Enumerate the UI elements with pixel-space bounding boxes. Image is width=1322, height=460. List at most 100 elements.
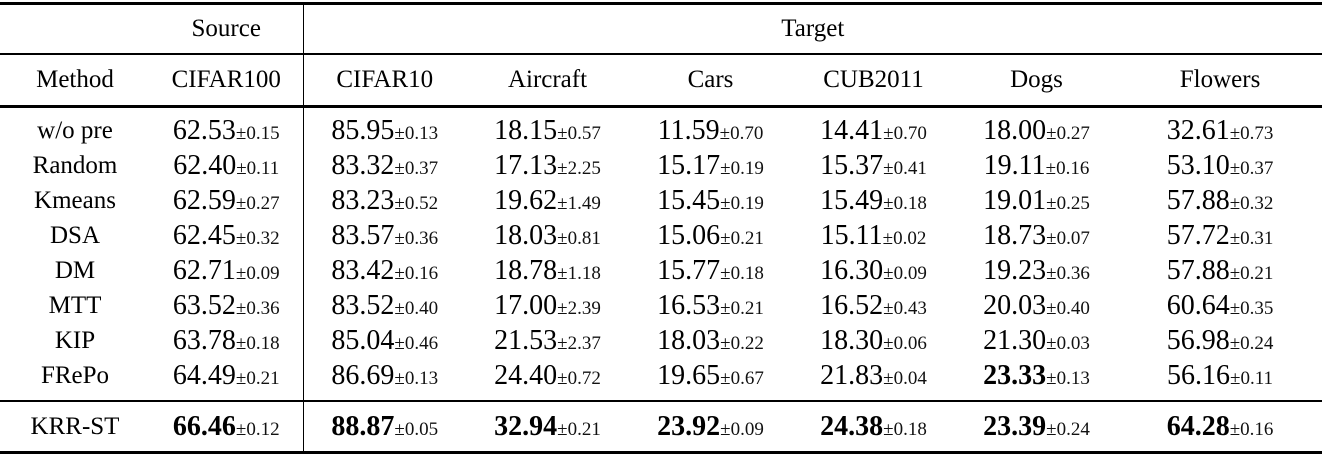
score-error: ±0.18	[235, 332, 280, 354]
method-label: w/o pre	[37, 116, 113, 144]
score-value: 86.69	[331, 359, 395, 391]
score-cell: 63.52±0.36	[150, 288, 304, 323]
score-cell: 85.04±0.46	[303, 323, 466, 358]
score-error: ±0.03	[1046, 332, 1090, 354]
score-error: ±0.73	[1229, 122, 1274, 144]
method-label: Random	[32, 151, 118, 179]
score-value: 19.01	[983, 184, 1047, 216]
score-value: 64.49	[172, 359, 236, 391]
score-cell: 21.30±0.03	[955, 323, 1118, 358]
method-label: Kmeans	[34, 186, 116, 214]
score-error: ±0.21	[1229, 262, 1274, 284]
score-error: ±0.22	[720, 332, 764, 354]
score-value: 64.28	[1166, 410, 1230, 442]
score-cell: 21.83±0.04	[792, 358, 955, 402]
score-error: ±2.37	[557, 332, 601, 354]
score-value: 66.46	[172, 410, 236, 442]
score-value: 57.88	[1166, 254, 1230, 286]
col-header-cars: Cars	[629, 54, 792, 108]
row-frepo: FRePo 64.49±0.21 86.69±0.13 24.40±0.72 1…	[0, 358, 1322, 402]
score-cell: 14.41±0.70	[792, 107, 955, 149]
row-random: Random 62.40±0.11 83.32±0.37 17.13±2.25 …	[0, 148, 1322, 183]
score-error: ±0.19	[720, 192, 764, 214]
score-value: 24.38	[820, 410, 884, 442]
score-value: 19.11	[983, 149, 1046, 181]
score-cell: 62.45±0.32	[150, 218, 304, 253]
score-value: 16.30	[820, 254, 884, 286]
score-error: ±2.25	[557, 157, 601, 179]
score-value: 63.52	[172, 289, 236, 321]
score-value: 20.03	[983, 289, 1047, 321]
score-error: ±0.27	[1046, 122, 1090, 144]
score-error: ±0.46	[394, 332, 439, 354]
score-value: 21.30	[983, 324, 1047, 356]
score-error: ±0.37	[394, 157, 439, 179]
score-cell: 18.78±1.18	[466, 253, 629, 288]
score-cell: 53.10±0.37	[1118, 148, 1322, 183]
score-value: 62.53	[172, 114, 236, 146]
row-kip: KIP 63.78±0.18 85.04±0.46 21.53±2.37 18.…	[0, 323, 1322, 358]
score-error: ±0.43	[883, 297, 927, 319]
score-error: ±0.16	[394, 262, 439, 284]
score-cell: 16.53±0.21	[629, 288, 792, 323]
group-header-row: Source Target	[0, 3, 1322, 55]
group-header-empty	[0, 3, 150, 55]
group-header-target: Target	[303, 3, 1322, 55]
score-error: ±0.13	[394, 122, 439, 144]
row-mtt: MTT 63.52±0.36 83.52±0.40 17.00±2.39 16.…	[0, 288, 1322, 323]
score-cell: 85.95±0.13	[303, 107, 466, 149]
score-cell: 17.00±2.39	[466, 288, 629, 323]
score-value: 17.13	[494, 149, 558, 181]
score-value: 83.52	[331, 289, 395, 321]
row-wo-pre: w/o pre 62.53±0.15 85.95±0.13 18.15±0.57…	[0, 106, 1322, 149]
score-cell: 83.23±0.52	[303, 183, 466, 218]
score-error: ±0.40	[394, 297, 439, 319]
score-error: ±0.70	[719, 122, 764, 144]
score-error: ±0.09	[883, 262, 927, 284]
score-error: ±1.18	[557, 262, 601, 284]
score-value: 16.53	[657, 289, 721, 321]
score-error: ±0.21	[720, 297, 764, 319]
score-error: ±0.21	[557, 418, 601, 440]
col-header-flowers: Flowers	[1118, 54, 1322, 108]
score-value: 85.95	[331, 114, 395, 146]
score-value: 19.23	[983, 254, 1047, 286]
score-value: 60.64	[1166, 289, 1230, 321]
score-value: 57.88	[1166, 184, 1230, 216]
score-cell: 64.49±0.21	[150, 358, 304, 402]
score-cell: 32.94±0.21	[466, 401, 629, 453]
score-error: ±0.21	[720, 227, 764, 249]
method-label: DM	[54, 256, 96, 284]
score-value: 62.40	[173, 149, 237, 181]
score-value: 23.33	[983, 359, 1047, 391]
score-error: ±0.06	[883, 332, 927, 354]
score-cell: 23.33±0.13	[955, 358, 1118, 402]
score-error: ±0.04	[883, 367, 927, 389]
score-error: ±0.18	[720, 262, 764, 284]
score-error: ±0.32	[1229, 192, 1274, 214]
score-error: ±0.31	[1229, 227, 1274, 249]
score-value: 57.72	[1166, 219, 1230, 251]
score-value: 19.65	[657, 359, 721, 391]
col-header-cifar10: CIFAR10	[303, 54, 466, 108]
score-value: 18.03	[657, 324, 721, 356]
score-cell: 24.40±0.72	[466, 358, 629, 402]
score-cell: 83.52±0.40	[303, 288, 466, 323]
score-error: ±2.39	[557, 297, 601, 319]
score-cell: 15.45±0.19	[629, 183, 792, 218]
score-cell: 15.17±0.19	[629, 148, 792, 183]
score-cell: 15.77±0.18	[629, 253, 792, 288]
score-cell: 57.88±0.32	[1118, 183, 1322, 218]
score-value: 83.57	[331, 219, 395, 251]
row-dsa: DSA 62.45±0.32 83.57±0.36 18.03±0.81 15.…	[0, 218, 1322, 253]
score-cell: 18.73±0.07	[955, 218, 1118, 253]
score-value: 32.61	[1166, 114, 1230, 146]
score-cell: 21.53±2.37	[466, 323, 629, 358]
score-error: ±0.24	[1229, 332, 1274, 354]
score-value: 19.62	[494, 184, 558, 216]
score-value: 83.23	[331, 184, 395, 216]
score-cell: 19.01±0.25	[955, 183, 1118, 218]
score-cell: 62.53±0.15	[150, 106, 304, 148]
score-cell: 56.98±0.24	[1118, 323, 1322, 358]
